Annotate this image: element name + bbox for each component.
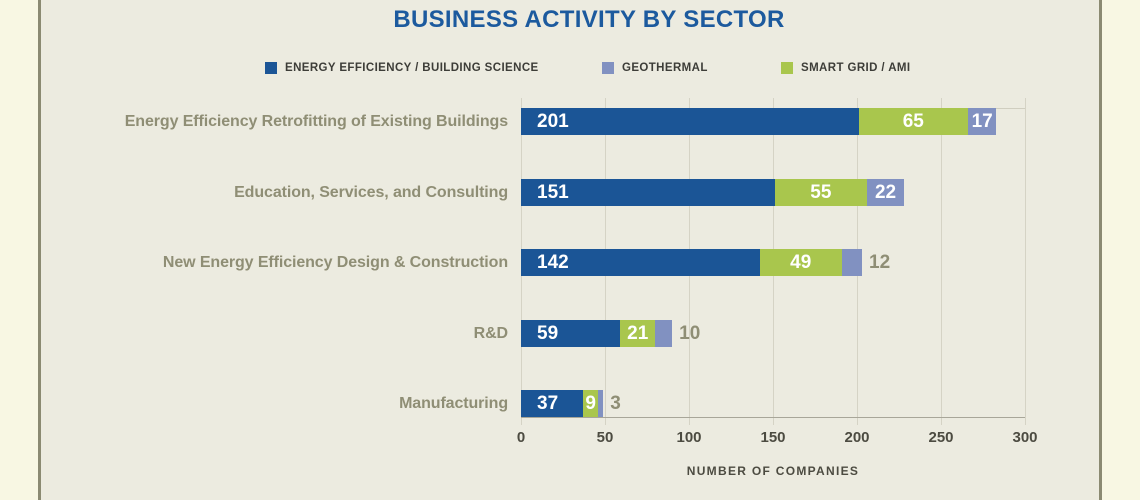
category-label: New Energy Efficiency Design & Construct… [162,254,508,271]
bar-segment-smart-grid-ami: 55 [774,179,868,206]
legend-swatch-smart-grid-icon [781,62,793,74]
category-label: Manufacturing [399,395,508,412]
x-axis-title: NUMBER OF COMPANIES [686,464,860,478]
bar-segment-geothermal: 17 [967,108,997,135]
value-label: 21 [627,323,649,344]
bar-segment-geothermal [841,249,863,276]
x-tick-label: 200 [844,429,870,446]
value-label: 142 [537,252,569,273]
legend-swatch-energy-efficiency-icon [265,62,277,74]
value-label: 151 [537,182,569,203]
value-label: 65 [902,111,924,132]
bar-segment-smart-grid-ami: 21 [620,320,656,347]
value-label: 9 [585,393,596,414]
x-tick-label: 50 [596,429,614,446]
bar-segment-geothermal: 22 [867,179,905,206]
bar-row: 142 49 12 [521,249,890,276]
gridline [941,98,942,425]
legend-label: SMART GRID / AMI [801,62,911,74]
value-label-outside: 12 [869,252,891,273]
bar-row: 37 9 3 [521,390,621,417]
legend-item-geothermal: GEOTHERMAL [602,62,708,74]
chart-panel: BUSINESS ACTIVITY BY SECTOR ENERGY EFFIC… [38,0,1102,500]
chart-title: BUSINESS ACTIVITY BY SECTOR [393,6,785,33]
bar-segment-smart-grid-ami: 9 [583,390,599,417]
bar-row: 59 21 10 [521,320,700,347]
bar-segment-energy-efficiency-building-science: 201 [521,108,859,135]
bar-segment-smart-grid-ami: 65 [858,108,968,135]
bar-segment-geothermal [655,320,673,347]
bar-segment-smart-grid-ami: 49 [759,249,842,276]
x-tick-label: 150 [760,429,786,446]
value-label: 22 [874,182,897,203]
bar-row: 151 55 22 [521,179,905,206]
x-tick-label: 300 [1012,429,1038,446]
bar-segment-energy-efficiency-building-science: 37 [521,390,584,417]
value-label-outside: 3 [610,393,621,414]
x-axis-line [521,417,1025,418]
bar-segment-energy-efficiency-building-science: 151 [521,179,775,206]
x-tick-label: 0 [516,429,526,446]
legend-swatch-geothermal-icon [602,62,614,74]
value-label-outside: 10 [679,323,701,344]
bar-segment-energy-efficiency-building-science: 59 [521,320,621,347]
value-label: 201 [537,111,569,132]
gridline [1025,98,1026,425]
category-label: Education, Services, and Consulting [234,184,508,201]
bar-segment-energy-efficiency-building-science: 142 [521,249,760,276]
value-label: 59 [537,323,559,344]
bar-row: 201 65 17 [521,108,997,135]
category-label: Energy Efficiency Retrofitting of Existi… [124,113,508,130]
legend-item-smart-grid: SMART GRID / AMI [781,62,910,74]
legend-label: GEOTHERMAL [622,62,708,74]
legend-item-energy-efficiency: ENERGY EFFICIENCY / BUILDING SCIENCE [265,62,539,74]
bar-segment-geothermal [598,390,604,417]
value-label: 17 [971,111,993,132]
legend-label: ENERGY EFFICIENCY / BUILDING SCIENCE [285,62,539,74]
value-label: 49 [790,252,812,273]
value-label: 37 [537,393,559,414]
x-tick-label: 100 [676,429,702,446]
category-label: R&D [473,325,508,342]
value-label: 55 [810,182,832,203]
x-tick-label: 250 [928,429,954,446]
